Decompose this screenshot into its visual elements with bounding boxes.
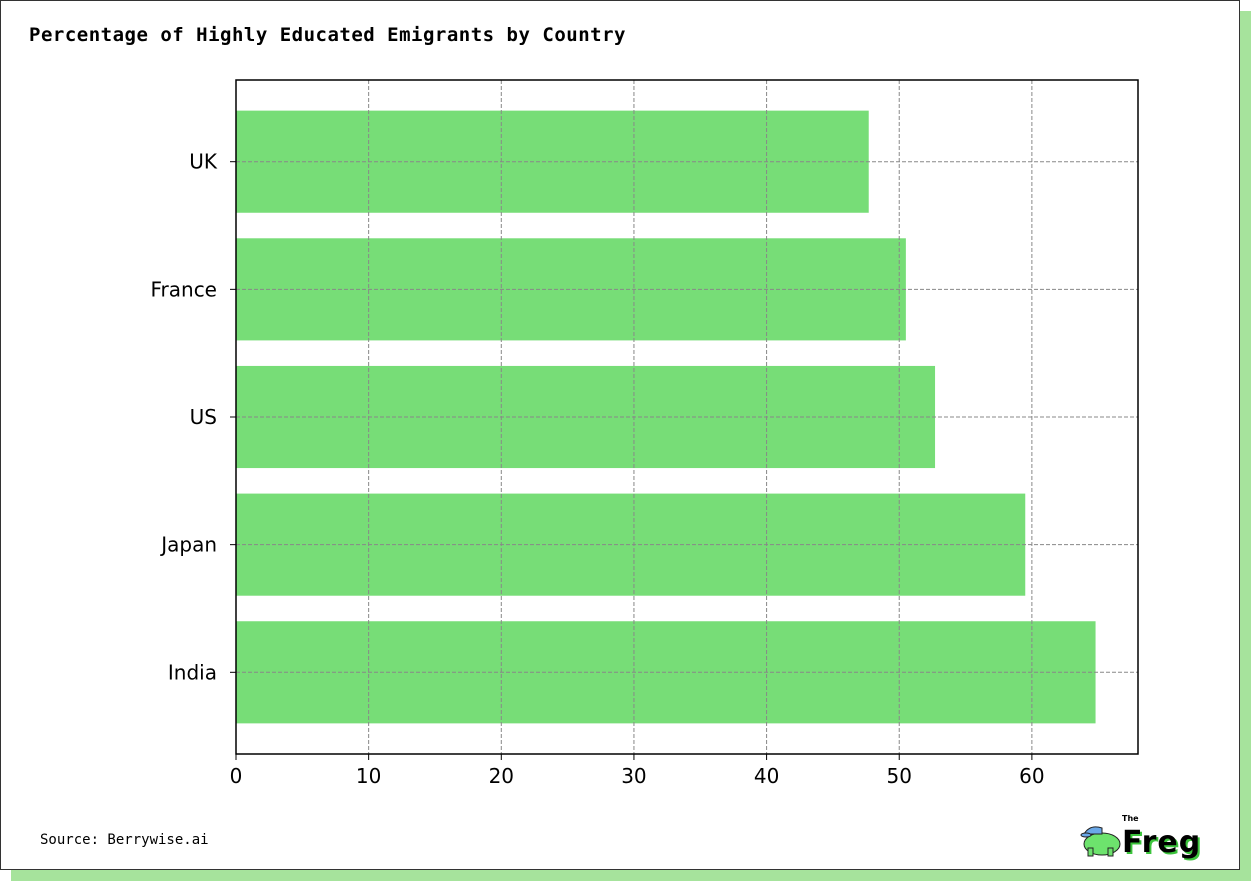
- chart-title: Percentage of Highly Educated Emigrants …: [29, 24, 626, 46]
- y-tick-label: US: [190, 405, 217, 429]
- x-tick-label: 10: [356, 764, 381, 788]
- x-tick-label: 30: [621, 764, 646, 788]
- y-tick-label: Japan: [159, 533, 217, 557]
- bar-france: [236, 238, 906, 341]
- x-tick-label: 50: [887, 764, 912, 788]
- x-tick-label: 60: [1019, 764, 1044, 788]
- logo-small-text: The: [1122, 814, 1139, 823]
- freg-logo-icon: [1080, 826, 1121, 857]
- y-tick-label: France: [150, 277, 217, 301]
- y-tick-label: UK: [189, 150, 218, 174]
- x-tick-label: 20: [489, 764, 514, 788]
- y-tick-label: India: [168, 660, 217, 684]
- x-tick-label: 0: [230, 764, 243, 788]
- source-text: Source: Berrywise.ai: [40, 832, 209, 848]
- logo-name: Freg: [1122, 825, 1202, 860]
- bar-japan: [236, 493, 1026, 596]
- x-tick-label: 40: [754, 764, 779, 788]
